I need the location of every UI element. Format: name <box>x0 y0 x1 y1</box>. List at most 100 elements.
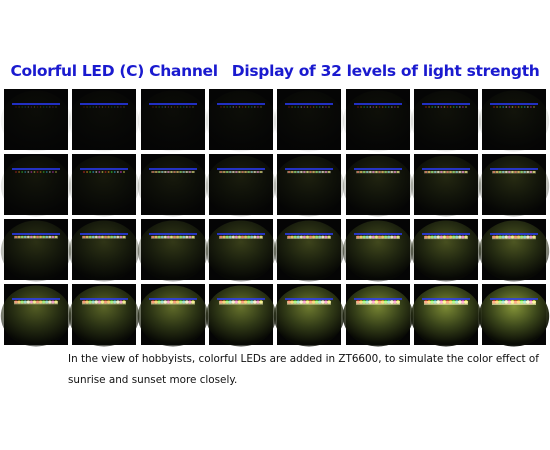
led <box>114 106 116 108</box>
led <box>39 235 42 239</box>
led <box>24 106 26 108</box>
led <box>375 235 378 239</box>
led <box>176 106 179 108</box>
led <box>247 106 250 108</box>
led <box>455 106 458 108</box>
led <box>52 171 54 173</box>
led <box>119 235 123 239</box>
glow <box>205 90 277 152</box>
led <box>254 106 256 108</box>
led <box>437 106 440 108</box>
led <box>390 235 394 239</box>
led <box>424 170 428 174</box>
led <box>104 235 107 239</box>
led <box>48 235 52 239</box>
glow <box>0 90 72 152</box>
led <box>256 170 259 174</box>
led <box>393 235 397 239</box>
led <box>21 171 24 173</box>
led <box>179 235 182 239</box>
led <box>88 235 92 239</box>
led <box>229 170 232 174</box>
led <box>394 106 396 108</box>
led <box>170 106 173 108</box>
led <box>369 106 372 108</box>
led <box>116 235 120 239</box>
light-band <box>287 301 331 305</box>
glow <box>0 285 72 347</box>
led <box>288 106 290 108</box>
led <box>459 106 461 108</box>
led <box>49 106 51 108</box>
led <box>231 235 235 239</box>
led <box>52 106 54 108</box>
led <box>170 171 173 173</box>
led <box>455 170 458 174</box>
light-band <box>356 236 400 240</box>
led <box>167 171 170 173</box>
led <box>110 235 113 239</box>
led <box>499 106 502 108</box>
glow <box>137 285 209 347</box>
led <box>303 106 306 108</box>
led <box>259 235 263 239</box>
led <box>117 106 119 108</box>
led <box>182 171 185 173</box>
led <box>315 106 318 108</box>
led <box>55 106 57 108</box>
led <box>431 106 433 108</box>
led <box>110 171 113 173</box>
led <box>321 235 325 239</box>
glow <box>342 155 414 217</box>
led <box>95 235 98 239</box>
led <box>104 171 107 173</box>
led <box>170 235 173 239</box>
led <box>120 106 122 108</box>
led <box>48 171 51 173</box>
led <box>356 235 360 239</box>
led <box>182 235 186 239</box>
led <box>98 171 101 173</box>
glow <box>137 220 209 282</box>
led <box>122 235 126 239</box>
led <box>173 235 176 239</box>
glow <box>137 155 209 217</box>
light-band <box>14 301 58 305</box>
led <box>250 170 253 174</box>
led <box>440 170 443 174</box>
led <box>372 170 375 174</box>
led <box>155 171 158 173</box>
led <box>378 170 381 174</box>
caption-line: sunrise and sunset more closely. <box>68 374 238 386</box>
led <box>319 106 321 108</box>
led <box>191 235 195 239</box>
led <box>20 235 24 239</box>
light-band <box>424 301 468 305</box>
led <box>220 106 222 108</box>
led <box>260 106 262 108</box>
led <box>458 170 461 174</box>
led <box>387 235 391 239</box>
glow <box>342 285 414 347</box>
led <box>219 170 223 174</box>
led <box>324 170 327 174</box>
led <box>36 106 39 108</box>
led <box>161 171 164 173</box>
led <box>312 170 315 174</box>
led <box>315 235 319 239</box>
light-band <box>287 236 331 239</box>
led <box>222 235 226 239</box>
led <box>300 106 303 108</box>
led <box>384 106 387 108</box>
led <box>257 106 259 108</box>
led <box>251 106 253 108</box>
led <box>381 106 384 108</box>
led <box>437 170 440 174</box>
light-band <box>151 236 195 239</box>
led <box>180 106 182 108</box>
led <box>157 235 161 239</box>
led <box>189 106 191 108</box>
led <box>33 171 36 173</box>
led <box>164 106 166 108</box>
led <box>393 170 397 174</box>
